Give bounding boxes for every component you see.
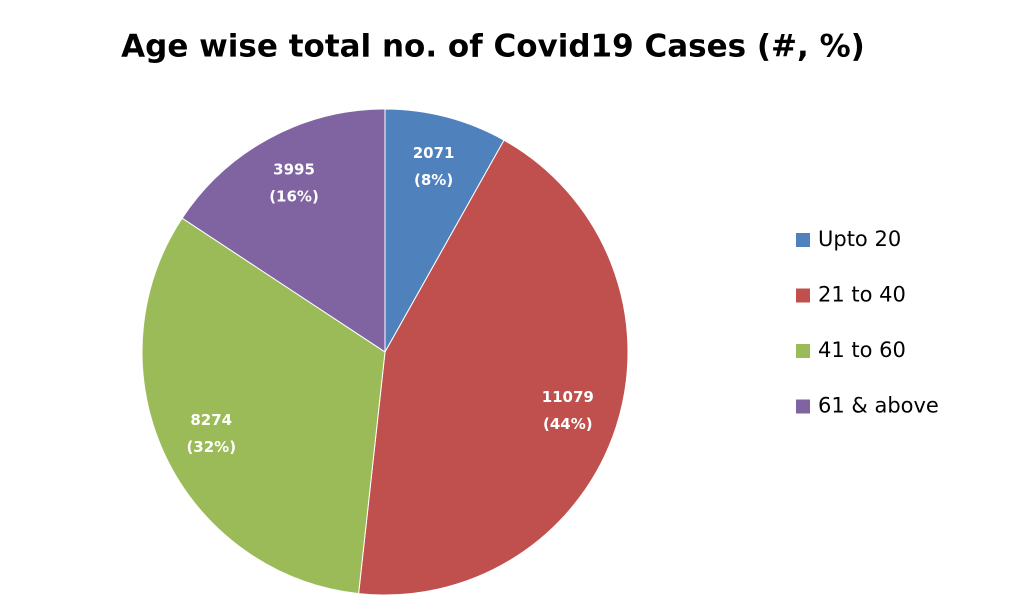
legend-label: 21 to 40 — [818, 283, 906, 307]
legend-swatch — [796, 399, 810, 414]
percent-label: (8%) — [414, 171, 453, 189]
data-label: 3995 — [273, 160, 315, 178]
legend-swatch — [796, 288, 810, 303]
percent-label: (44%) — [543, 415, 593, 433]
percent-label: (16%) — [269, 187, 319, 205]
legend-label: 41 to 60 — [818, 338, 906, 362]
legend-swatch — [796, 233, 810, 247]
pie-slice — [358, 139, 629, 596]
data-label: 2071 — [413, 144, 455, 162]
legend-swatch — [796, 344, 810, 358]
data-label: 8274 — [190, 411, 232, 429]
pie-slice — [384, 108, 505, 354]
legend-label: 61 & above — [818, 394, 939, 418]
percent-label: (32%) — [186, 438, 236, 456]
legend-label: Upto 20 — [818, 227, 901, 251]
pie-slice — [181, 108, 386, 353]
chart-title: Age wise total no. of Covid19 Cases (#, … — [121, 29, 865, 65]
data-label: 11079 — [542, 388, 594, 406]
